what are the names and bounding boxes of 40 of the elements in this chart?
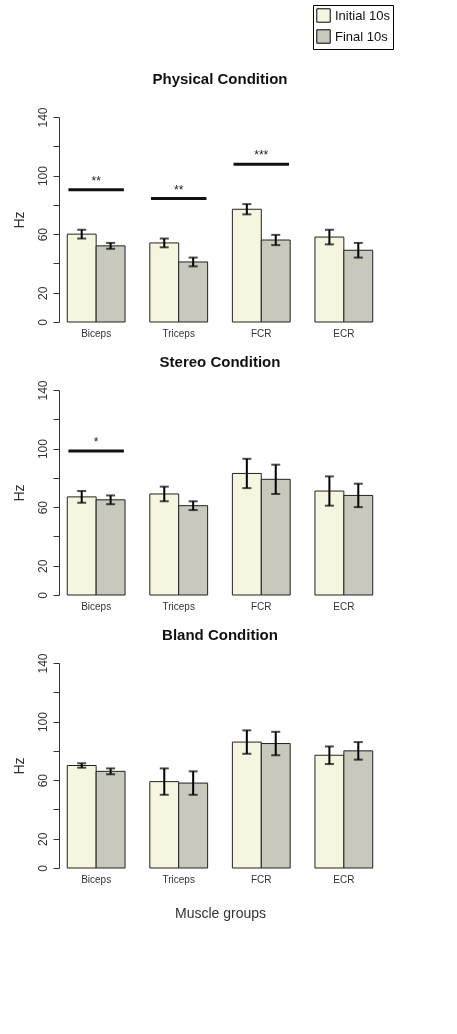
x-tick-label: Triceps bbox=[162, 327, 195, 339]
x-tick-label: ECR bbox=[333, 873, 355, 885]
x-axis-title: Muscle groups bbox=[174, 904, 267, 921]
y-tick-label: 20 bbox=[35, 559, 50, 573]
y-tick-label: 0 bbox=[35, 591, 50, 599]
y-tick-label: 60 bbox=[35, 500, 50, 515]
annotation: * bbox=[93, 435, 99, 450]
legend-label: Initial 10s bbox=[335, 7, 391, 23]
y-axis-title: Hz bbox=[10, 484, 27, 502]
y-tick-label: 0 bbox=[35, 318, 50, 326]
chart-title: Bland Condition bbox=[162, 625, 278, 643]
y-tick-label: 20 bbox=[35, 286, 50, 300]
y-tick-label: 60 bbox=[35, 227, 50, 242]
x-tick-label: ECR bbox=[333, 327, 355, 339]
annotation: ** bbox=[174, 182, 184, 197]
x-tick-label: Triceps bbox=[162, 873, 195, 885]
y-tick-label: 100 bbox=[35, 438, 50, 460]
annotation: ** bbox=[91, 173, 102, 188]
y-tick-label: 60 bbox=[35, 773, 50, 788]
chart-title: Stereo Condition bbox=[159, 352, 281, 370]
y-axis-title: Hz bbox=[10, 211, 27, 229]
y-axis-title: Hz bbox=[10, 757, 27, 775]
x-tick-label: FCR bbox=[251, 600, 272, 612]
y-tick-label: 140 bbox=[35, 380, 50, 401]
x-tick-label: Biceps bbox=[81, 600, 112, 612]
x-tick-label: Biceps bbox=[81, 873, 112, 885]
y-tick-label: 140 bbox=[35, 653, 50, 674]
x-tick-label: Triceps bbox=[162, 600, 195, 612]
x-tick-label: ECR bbox=[333, 600, 355, 612]
y-tick-label: 0 bbox=[35, 864, 50, 872]
x-tick-label: Biceps bbox=[81, 327, 112, 339]
y-tick-label: 20 bbox=[35, 832, 50, 846]
y-tick-label: 100 bbox=[35, 165, 50, 187]
chart-title: Physical Condition bbox=[152, 69, 288, 87]
legend-label: Final 10s bbox=[335, 28, 389, 44]
x-tick-label: FCR bbox=[251, 873, 272, 885]
y-tick-label: 140 bbox=[35, 107, 50, 128]
y-tick-label: 100 bbox=[35, 711, 50, 733]
x-tick-label: FCR bbox=[251, 327, 272, 339]
annotation: *** bbox=[254, 148, 269, 163]
